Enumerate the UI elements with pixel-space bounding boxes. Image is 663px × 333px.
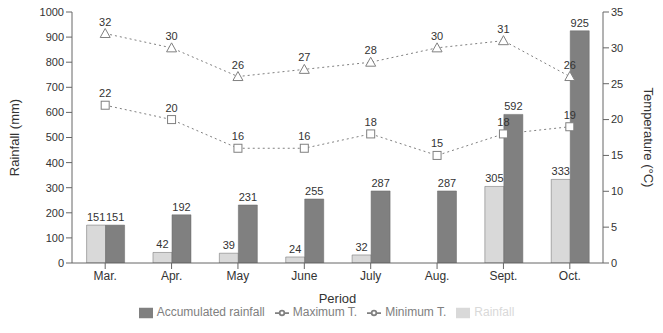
svg-text:305: 305 (485, 172, 503, 184)
svg-text:200: 200 (46, 207, 64, 219)
svg-text:Rainfall (mm): Rainfall (mm) (8, 99, 22, 176)
svg-text:16: 16 (232, 130, 244, 142)
svg-text:333: 333 (552, 165, 570, 177)
svg-text:May: May (227, 269, 250, 283)
svg-text:700: 700 (46, 81, 64, 93)
html-text:Maximum T.: Maximum T. (292, 305, 358, 319)
svg-text:32: 32 (355, 241, 367, 253)
svg-text:Mar.: Mar. (94, 269, 117, 283)
svg-text:26: 26 (564, 59, 576, 71)
svg-text:Oct.: Oct. (559, 269, 581, 283)
svg-text:19: 19 (564, 109, 576, 121)
svg-text:925: 925 (571, 17, 589, 29)
html-text:Rainfall: Rainfall (474, 305, 515, 319)
svg-text:Sept.: Sept. (489, 269, 517, 283)
svg-text:5: 5 (611, 221, 617, 233)
svg-text:30: 30 (611, 42, 623, 54)
svg-text:151: 151 (87, 211, 105, 223)
svg-text:255: 255 (305, 185, 323, 197)
svg-text:592: 592 (504, 100, 522, 112)
svg-text:26: 26 (232, 59, 244, 71)
svg-text:July: July (360, 269, 381, 283)
svg-text:0: 0 (611, 257, 617, 269)
svg-text:192: 192 (172, 201, 190, 213)
svg-text:600: 600 (46, 106, 64, 118)
svg-text:15: 15 (431, 137, 443, 149)
svg-text:500: 500 (46, 131, 64, 143)
svg-text:25: 25 (611, 78, 623, 90)
svg-text:Period: Period (319, 291, 357, 306)
svg-text:Apr.: Apr. (161, 269, 182, 283)
svg-text:42: 42 (156, 238, 168, 250)
svg-text:18: 18 (365, 116, 377, 128)
svg-text:28: 28 (365, 44, 377, 56)
svg-text:1000: 1000 (40, 6, 64, 18)
svg-text:100: 100 (46, 232, 64, 244)
svg-text:300: 300 (46, 182, 64, 194)
svg-text:32: 32 (99, 16, 111, 28)
svg-text:35: 35 (611, 6, 623, 18)
html-text:Accumulated rainfall: Accumulated rainfall (156, 305, 265, 319)
svg-text:20: 20 (165, 102, 177, 114)
svg-text:151: 151 (106, 211, 124, 223)
svg-text:900: 900 (46, 31, 64, 43)
svg-text:39: 39 (223, 239, 235, 251)
svg-text:0: 0 (58, 257, 64, 269)
svg-text:Aug.: Aug. (425, 269, 450, 283)
svg-text:15: 15 (611, 149, 623, 161)
svg-text:June: June (291, 269, 317, 283)
svg-text:10: 10 (611, 185, 623, 197)
svg-text:20: 20 (611, 113, 623, 125)
svg-text:27: 27 (298, 51, 310, 63)
svg-text:24: 24 (289, 243, 301, 255)
svg-text:30: 30 (165, 30, 177, 42)
svg-text:400: 400 (46, 157, 64, 169)
svg-text:16: 16 (298, 130, 310, 142)
svg-text:287: 287 (371, 177, 389, 189)
svg-text:800: 800 (46, 56, 64, 68)
svg-text:231: 231 (239, 191, 257, 203)
svg-text:287: 287 (438, 177, 456, 189)
svg-text:30: 30 (431, 30, 443, 42)
svg-text:22: 22 (99, 87, 111, 99)
html-text:Minimum T.: Minimum T. (385, 305, 447, 319)
svg-text:31: 31 (497, 23, 509, 35)
svg-text:Temperature (°C): Temperature (°C) (641, 88, 655, 188)
svg-text:18: 18 (497, 116, 509, 128)
